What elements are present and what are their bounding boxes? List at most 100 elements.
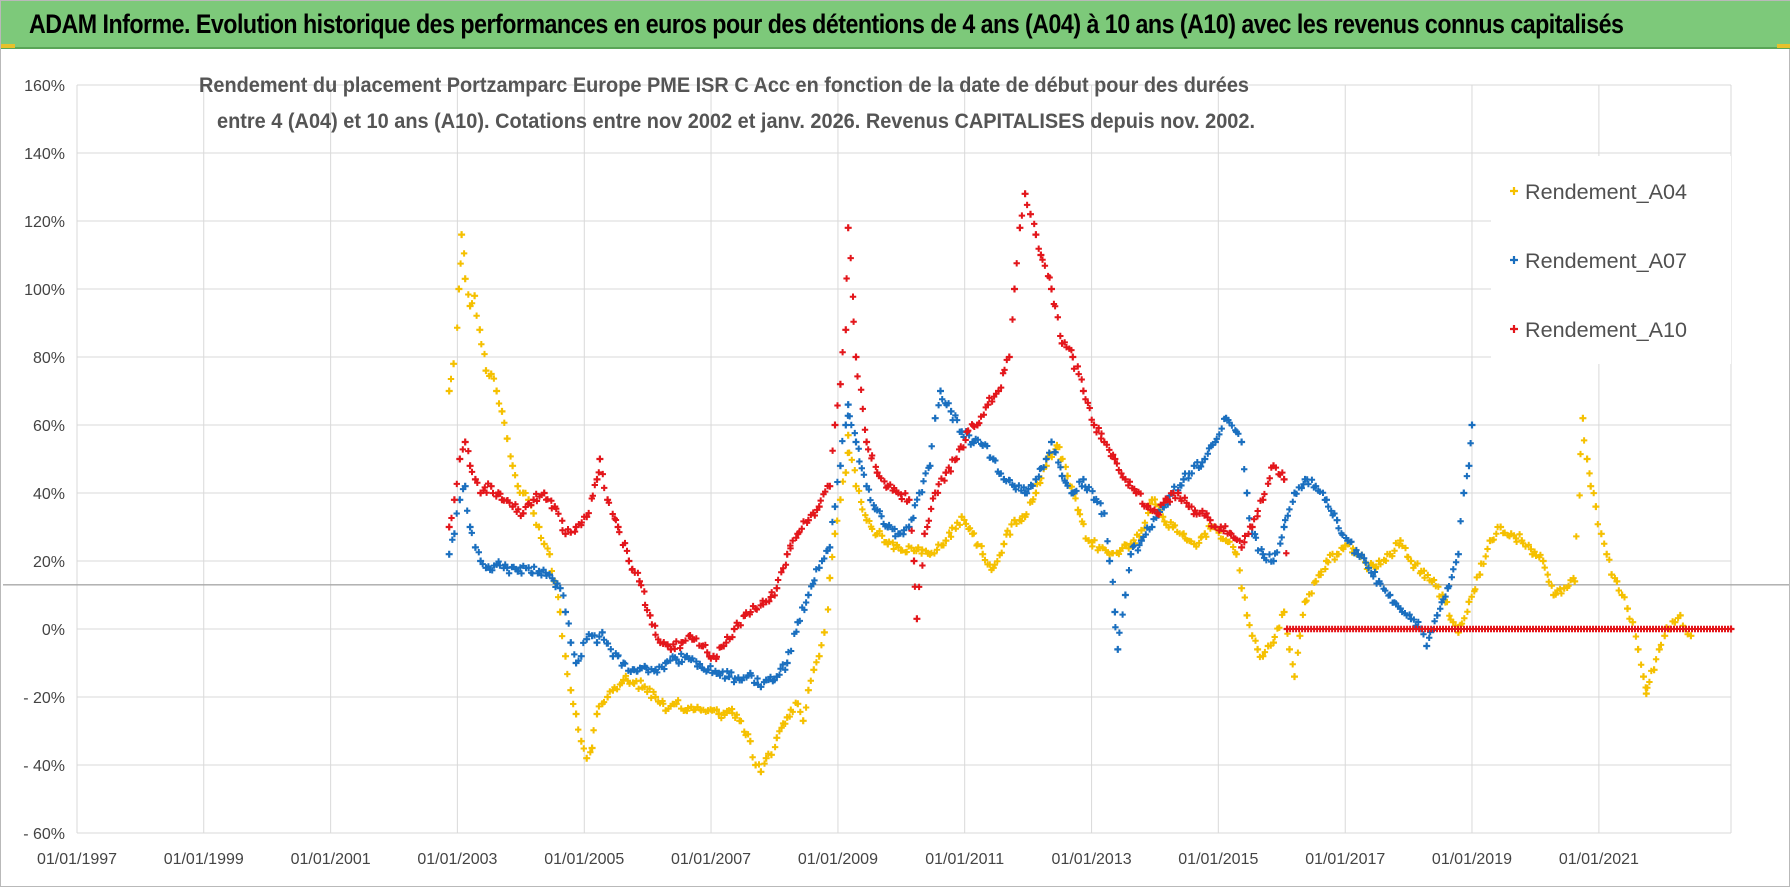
data-marker-run — [829, 518, 836, 526]
data-marker-run — [1272, 464, 1286, 478]
data-point — [476, 326, 484, 334]
data-marker-run — [1347, 538, 1360, 557]
data-point — [1386, 591, 1394, 599]
data-marker-run — [460, 250, 468, 257]
data-marker-run — [755, 761, 763, 768]
data-point — [466, 462, 474, 470]
data-marker-run — [855, 445, 868, 478]
data-point — [1114, 645, 1122, 653]
data-point — [1058, 472, 1066, 480]
data-point — [1254, 645, 1262, 653]
data-point — [530, 509, 538, 517]
data-point — [773, 734, 781, 742]
data-point — [1603, 550, 1611, 558]
data-marker-run — [728, 705, 740, 721]
data-point — [535, 523, 543, 531]
data-marker-run — [1140, 524, 1153, 541]
data-point — [514, 567, 522, 575]
data-point — [1174, 489, 1182, 497]
data-marker-run — [685, 655, 700, 665]
data-point — [773, 584, 781, 592]
data-marker-run — [464, 507, 471, 514]
data-marker-run — [855, 487, 869, 519]
data-point — [567, 639, 575, 647]
data-point — [646, 611, 654, 619]
data-point — [1468, 421, 1476, 429]
data-marker-run — [829, 553, 836, 561]
data-point — [1232, 550, 1240, 558]
data-marker-run — [876, 472, 890, 491]
data-marker-run — [813, 659, 820, 666]
data-point — [593, 710, 601, 718]
data-marker-run — [808, 566, 820, 590]
legend-label: Rendement_A10 — [1525, 319, 1687, 342]
data-point — [1270, 639, 1277, 647]
data-marker-run — [1467, 440, 1474, 447]
chart-title: Rendement du placement Portzamparc Europ… — [199, 74, 1255, 133]
data-point — [604, 693, 612, 701]
data-marker-run — [1286, 625, 1732, 633]
data-marker-run — [1325, 550, 1338, 566]
data-point — [757, 768, 765, 776]
data-marker-run — [976, 404, 989, 427]
data-marker-run — [1632, 633, 1640, 640]
data-point — [614, 523, 622, 531]
data-marker-run — [1252, 637, 1259, 644]
data-marker-run — [774, 561, 790, 584]
data-point — [926, 462, 934, 470]
data-marker-run — [1103, 441, 1117, 460]
data-marker-run — [1293, 481, 1307, 497]
data-point — [1460, 489, 1468, 497]
data-marker-run — [1657, 641, 1665, 649]
x-tick-label: 01/01/2013 — [1052, 851, 1132, 868]
data-marker-run — [644, 685, 657, 702]
data-point — [1671, 618, 1679, 626]
data-point — [461, 275, 469, 283]
data-marker-run — [796, 599, 810, 625]
data-marker-run — [1335, 525, 1350, 542]
legend-marker — [1510, 256, 1518, 264]
data-marker-run — [1246, 621, 1253, 629]
data-marker-run — [1389, 599, 1402, 610]
data-marker-run — [843, 275, 850, 282]
data-marker-run — [1261, 464, 1275, 498]
data-point — [471, 475, 479, 483]
data-point — [757, 683, 765, 691]
data-marker-run — [1125, 478, 1138, 493]
data-marker-run — [991, 549, 1005, 568]
data-point — [1159, 513, 1167, 521]
data-marker-run — [548, 567, 555, 575]
data-point — [1661, 632, 1669, 640]
data-marker-run — [468, 300, 476, 307]
data-marker-run — [1590, 489, 1597, 497]
data-marker-run — [761, 760, 768, 767]
data-marker-run — [1235, 430, 1242, 437]
data-marker-run — [846, 413, 858, 437]
data-point — [1180, 530, 1188, 538]
x-tick-label: 01/01/2021 — [1559, 851, 1639, 868]
data-point — [577, 737, 585, 745]
data-marker-run — [961, 516, 974, 533]
data-point — [852, 482, 860, 490]
data-point — [562, 608, 569, 616]
data-point — [1100, 509, 1108, 517]
data-point — [1137, 537, 1145, 545]
data-point — [1454, 550, 1462, 558]
data-point — [720, 642, 728, 650]
data-marker-run — [505, 563, 520, 577]
data-marker-run — [834, 402, 841, 409]
data-marker-run — [643, 664, 658, 676]
data-point — [450, 360, 458, 368]
x-tick-label: 01/01/1999 — [164, 851, 244, 868]
data-point — [1583, 455, 1591, 463]
data-point — [836, 496, 844, 504]
data-marker-run — [1104, 538, 1111, 545]
data-point — [1106, 557, 1114, 565]
data-marker-run — [728, 669, 742, 686]
data-point — [831, 421, 839, 429]
data-marker-run — [1368, 568, 1380, 587]
data-marker-run — [448, 514, 455, 522]
data-marker-run — [599, 470, 608, 492]
data-marker-run — [616, 528, 631, 555]
data-marker-run — [785, 628, 800, 656]
